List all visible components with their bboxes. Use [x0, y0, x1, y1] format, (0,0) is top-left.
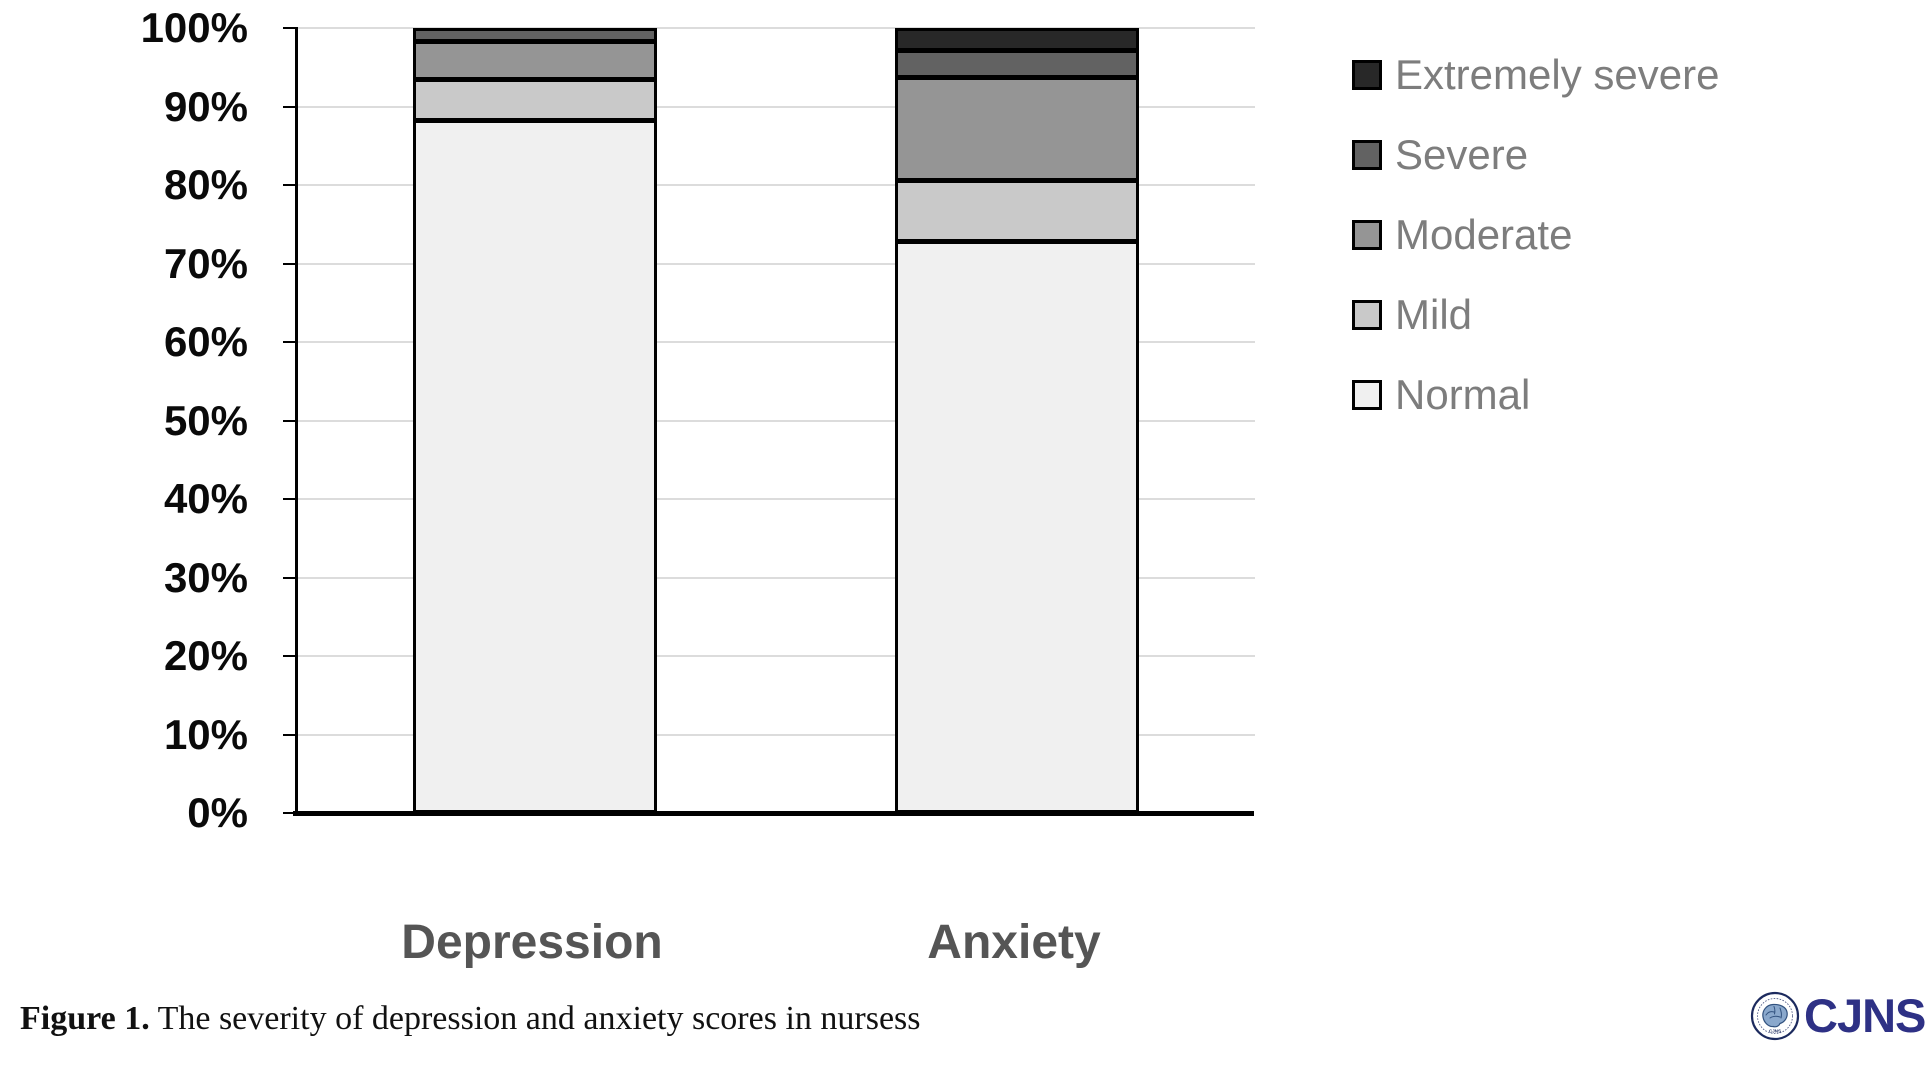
bar-segment-anxiety-moderate	[898, 75, 1136, 179]
bar-segment-anxiety-severe	[898, 48, 1136, 76]
category-label-anxiety: Anxiety	[927, 916, 1101, 969]
y-tick-label-40: 40%	[163, 475, 248, 522]
gridline	[298, 105, 1255, 108]
gridline	[298, 184, 1255, 186]
legend-item-moderate: Moderate	[1352, 211, 1719, 258]
gridline	[298, 341, 1255, 343]
y-axis-tick-mark	[283, 27, 298, 29]
y-axis-tick-mark	[283, 262, 298, 265]
legend-item-normal: Normal	[1352, 371, 1719, 418]
gridline	[298, 733, 1255, 736]
y-tick-label-30: 30%	[163, 553, 248, 601]
legend-label: Moderate	[1395, 211, 1573, 258]
y-axis-tick-mark	[283, 498, 298, 500]
y-tick-label-70: 70%	[163, 239, 248, 287]
figure-caption-text: The severity of depression and anxiety s…	[149, 1000, 921, 1037]
y-axis-tick-mark	[283, 419, 298, 422]
y-axis-tick-labels: 0% 10% 20% 30% 40% 50% 60% 70% 80% 90% 100%	[0, 6, 248, 835]
bar-segment-anxiety-extremely-severe	[898, 31, 1136, 49]
y-tick-label-100: 100%	[140, 4, 248, 51]
x-axis-line	[293, 811, 1254, 816]
y-axis-tick-mark	[283, 655, 298, 657]
y-tick-label-0: 0%	[187, 789, 248, 836]
bar-segment-depression-moderate	[416, 39, 654, 78]
legend-label: Normal	[1395, 371, 1531, 418]
bar-segment-depression-mild	[416, 77, 654, 119]
y-axis-tick-mark	[283, 341, 298, 343]
y-axis-tick-mark	[283, 733, 298, 736]
gridline	[298, 419, 1255, 422]
svg-text:CJNS: CJNS	[1769, 1029, 1781, 1034]
category-label-depression: Depression	[401, 916, 663, 969]
gridline	[298, 27, 1255, 29]
y-axis-tick-mark	[283, 105, 298, 108]
bar-segment-anxiety-mild	[898, 178, 1136, 239]
legend-swatch-icon	[1352, 60, 1382, 90]
chart-legend: Extremely severe Severe Moderate Mild Normal	[1352, 51, 1720, 457]
legend-swatch-icon	[1352, 300, 1382, 330]
y-tick-label-10: 10%	[163, 710, 248, 758]
legend-swatch-icon	[1352, 220, 1382, 250]
y-tick-label-50: 50%	[163, 396, 248, 444]
legend-label: Severe	[1395, 131, 1529, 178]
y-axis-tick-mark	[283, 576, 298, 579]
y-tick-label-90: 90%	[163, 82, 248, 130]
figure-number-label: Figure 1.	[20, 1000, 150, 1037]
stacked-bar-anxiety	[895, 28, 1139, 813]
journal-logo: CJNS CJNS	[1750, 989, 1926, 1042]
legend-item-severe: Severe	[1352, 131, 1719, 178]
y-tick-label-20: 20%	[163, 632, 248, 679]
y-axis-tick-mark	[283, 184, 298, 186]
figure-caption: Figure 1. The severity of depression and…	[20, 1000, 921, 1038]
brain-circle-emblem-icon: CJNS	[1750, 991, 1800, 1041]
legend-item-mild: Mild	[1352, 291, 1719, 338]
bar-segment-depression-severe	[416, 31, 654, 40]
bar-segment-depression-normal	[416, 118, 654, 811]
legend-item-extremely-severe: Extremely severe	[1352, 51, 1720, 98]
legend-swatch-icon	[1352, 140, 1382, 170]
y-tick-label-60: 60%	[163, 318, 248, 365]
legend-label: Extremely severe	[1395, 51, 1720, 98]
y-tick-label-80: 80%	[163, 161, 248, 208]
legend-label: Mild	[1395, 291, 1473, 338]
stacked-bar-depression	[413, 28, 657, 813]
y-axis-tick-mark	[283, 812, 298, 814]
gridline	[298, 655, 1255, 657]
chart-plot-area	[283, 27, 1255, 814]
journal-logo-text: CJNS	[1804, 989, 1926, 1042]
gridline	[298, 498, 1255, 500]
gridline	[298, 262, 1255, 265]
gridline	[298, 576, 1255, 579]
legend-swatch-icon	[1352, 380, 1382, 410]
bar-segment-anxiety-normal	[898, 238, 1136, 810]
